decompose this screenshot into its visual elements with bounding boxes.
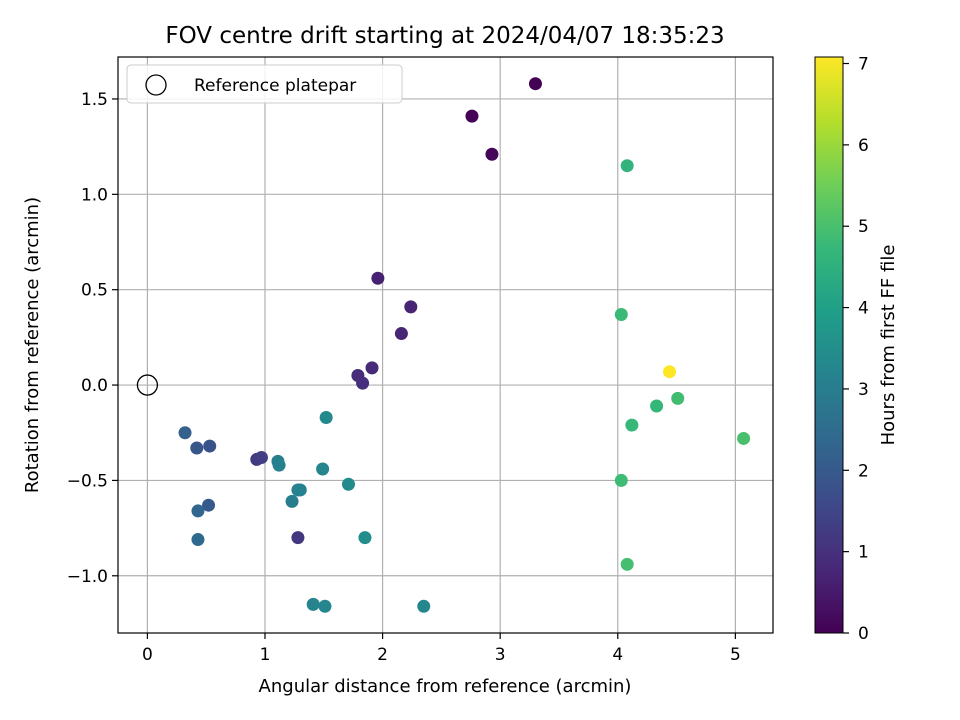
y-axis-ticks: −1.0 −0.5 0.0 0.5 1.0 1.5 (67, 90, 118, 587)
data-point (316, 462, 330, 476)
data-point (528, 77, 542, 91)
data-point (404, 300, 418, 314)
data-point (620, 159, 634, 173)
colorbar-ticks: 0 1 2 3 4 5 6 7 (843, 55, 869, 644)
data-point (650, 399, 664, 413)
data-point (341, 477, 355, 491)
reference-platepar-marker (136, 374, 159, 396)
y-tick-label: 0.0 (81, 376, 108, 396)
data-point (293, 483, 307, 497)
chart-title: FOV centre drift starting at 2024/04/07 … (165, 23, 724, 49)
y-tick-label: 0.5 (81, 281, 108, 301)
grid-lines (118, 57, 773, 633)
data-point (191, 533, 205, 547)
legend-marker-circle-icon (145, 74, 167, 96)
colorbar-tick-label: 2 (858, 461, 869, 481)
data-point (272, 458, 286, 472)
x-tick-label: 5 (730, 645, 741, 665)
data-point (358, 531, 372, 545)
x-axis-ticks: 0 1 2 3 4 5 (142, 633, 741, 665)
data-point (318, 599, 332, 613)
x-tick-label: 1 (260, 645, 271, 665)
legend: Reference platepar (126, 64, 403, 104)
colorbar-tick-label: 4 (858, 299, 869, 319)
y-tick-label: −0.5 (67, 471, 108, 491)
data-point (202, 498, 216, 512)
data-point (371, 271, 385, 285)
y-tick-label: 1.0 (81, 185, 108, 205)
colorbar-tick-label: 7 (858, 55, 869, 75)
colorbar-tick-label: 0 (858, 624, 869, 644)
data-point (614, 473, 628, 487)
x-tick-label: 3 (495, 645, 506, 665)
data-point (254, 451, 268, 465)
x-tick-label: 4 (612, 645, 623, 665)
x-tick-label: 2 (377, 645, 388, 665)
data-point (485, 147, 499, 161)
data-point (663, 365, 677, 379)
y-tick-label: −1.0 (67, 567, 108, 587)
colorbar-gradient (814, 56, 844, 634)
legend-box (126, 64, 403, 104)
data-point (671, 391, 685, 405)
data-point (190, 441, 204, 455)
data-point (285, 494, 299, 508)
data-point (191, 504, 205, 518)
y-tick-label: 1.5 (81, 90, 108, 110)
legend-entry-reference-platepar: Reference platepar (194, 76, 356, 96)
data-point (465, 109, 479, 123)
data-point (620, 557, 634, 571)
x-axis-label: Angular distance from reference (arcmin) (259, 676, 632, 697)
data-point (625, 418, 639, 432)
data-point (306, 597, 320, 611)
data-point (394, 327, 408, 341)
colorbar: 0 1 2 3 4 5 6 7 Hours from first FF file (814, 55, 899, 644)
data-point (319, 410, 333, 424)
data-point (614, 307, 628, 321)
data-point (178, 426, 192, 440)
reference-marker-group (136, 374, 159, 396)
x-tick-label: 0 (142, 645, 153, 665)
data-point (356, 376, 370, 390)
data-point (417, 599, 431, 613)
data-point (365, 361, 379, 375)
y-axis-label: Rotation from reference (arcmin) (22, 197, 43, 493)
colorbar-tick-label: 1 (858, 543, 869, 563)
plot-frame (117, 56, 774, 634)
data-point (203, 439, 217, 453)
data-point (291, 531, 305, 545)
data-points (178, 77, 751, 613)
colorbar-label: Hours from first FF file (878, 245, 899, 446)
data-point (737, 431, 751, 445)
colorbar-tick-label: 5 (858, 217, 869, 237)
colorbar-tick-label: 6 (858, 136, 869, 156)
colorbar-tick-label: 3 (858, 380, 869, 400)
